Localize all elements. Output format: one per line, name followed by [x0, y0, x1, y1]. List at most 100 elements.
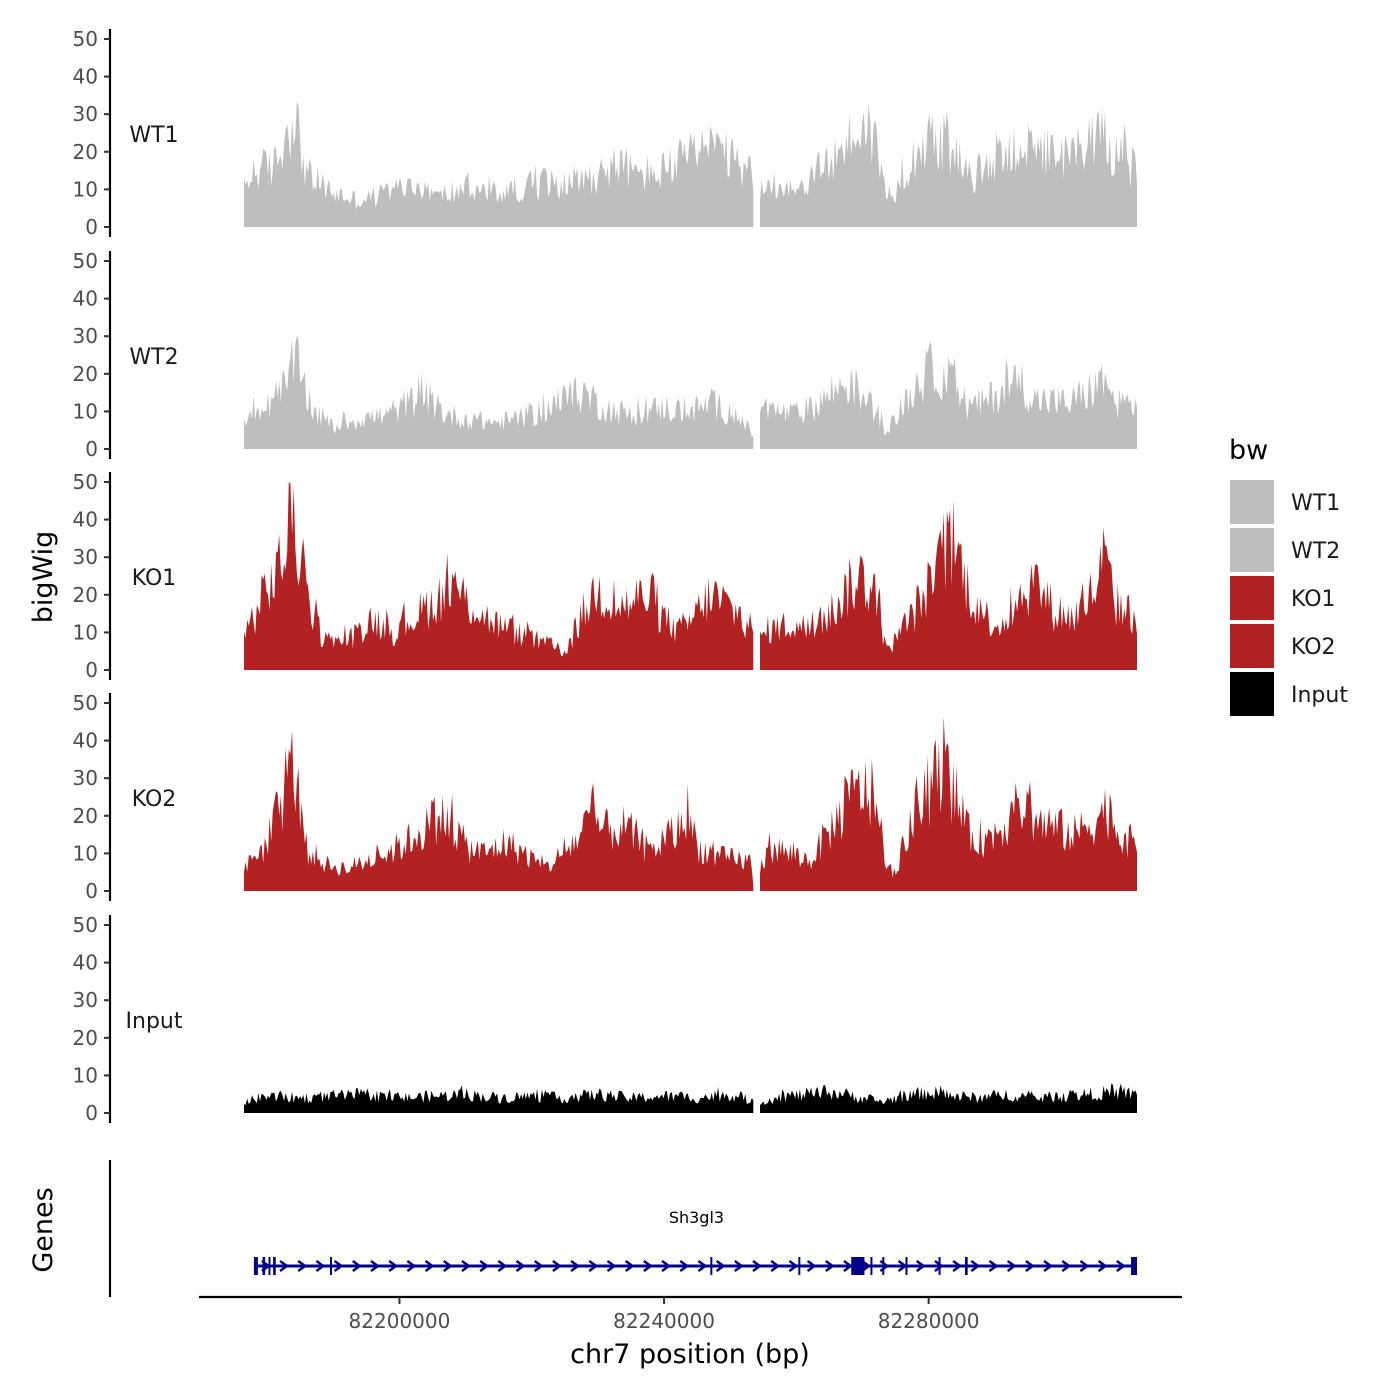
y-tick-label: 0	[85, 437, 98, 461]
strand-arrow	[479, 1260, 490, 1272]
strand-arrow	[606, 1260, 617, 1272]
x-tick-label: 82200000	[349, 1309, 451, 1333]
gene-exon	[882, 1257, 885, 1275]
coverage-area-input	[244, 1085, 754, 1113]
gene-exon	[798, 1257, 801, 1275]
y-tick-label: 0	[85, 215, 98, 239]
x-tick-label: 82240000	[613, 1309, 715, 1333]
strand-arrow	[570, 1260, 581, 1272]
legend-item-ko1: KO1	[1230, 576, 1336, 620]
y-tick-label: 20	[73, 1026, 98, 1050]
legend-item-ko2: KO2	[1230, 624, 1336, 668]
gene-exon	[710, 1257, 713, 1275]
legend-label: WT1	[1291, 491, 1340, 516]
track-input: 0 10 20 30 40 50 Input	[73, 913, 1137, 1125]
legend-label: KO2	[1291, 635, 1336, 660]
track-label: WT2	[129, 345, 178, 370]
track-ko2: 0 10 20 30 40 50 KO2	[73, 691, 1137, 903]
gene-track: Sh3gl3	[108, 1160, 1137, 1297]
legend-label: Input	[1291, 683, 1348, 708]
strand-arrow	[461, 1260, 471, 1272]
strand-arrow	[1025, 1260, 1035, 1272]
coverage-area-wt1	[760, 102, 1137, 227]
y-tick-label: 50	[73, 249, 98, 273]
y-tick-label: 20	[73, 583, 98, 607]
y-tick-label: 20	[73, 140, 98, 164]
strand-arrow	[443, 1260, 453, 1272]
track-label: KO2	[132, 787, 177, 812]
strand-arrow	[843, 1260, 853, 1272]
legend-title: bw	[1229, 435, 1268, 466]
legend-swatch	[1230, 624, 1274, 668]
x-tick-label: 82280000	[878, 1309, 980, 1333]
legend-item-wt2: WT2	[1230, 528, 1340, 572]
strand-arrow	[297, 1260, 308, 1272]
y-tick-label: 0	[85, 879, 98, 903]
coverage-area-ko2	[760, 716, 1137, 891]
coverage-area-wt2	[760, 342, 1137, 449]
strand-arrow	[588, 1260, 599, 1272]
y-tick-label: 30	[73, 102, 98, 126]
y-tick-label: 10	[73, 620, 98, 644]
strand-arrow	[333, 1260, 344, 1272]
track-label: KO1	[132, 566, 177, 591]
strand-arrow	[952, 1260, 963, 1272]
strand-arrow	[643, 1260, 653, 1272]
strand-arrow	[988, 1260, 999, 1272]
strand-arrow	[770, 1260, 781, 1272]
coverage-area-input	[760, 1083, 1137, 1113]
x-axis-title: chr7 position (bp)	[570, 1339, 810, 1370]
strand-arrow	[1079, 1260, 1090, 1272]
track-wt2: 0 10 20 30 40 50 WT2	[73, 249, 1137, 461]
gene-exon	[1131, 1257, 1137, 1275]
y-tick-label: 0	[85, 1101, 98, 1125]
strand-arrow	[352, 1260, 362, 1272]
y-tick-label: 30	[73, 324, 98, 348]
coverage-area-ko1	[244, 482, 754, 670]
strand-arrow	[697, 1260, 708, 1272]
legend-swatch	[1230, 480, 1274, 524]
legend: bw WT1 WT2 KO1 KO2 Input	[1229, 435, 1348, 716]
strand-arrow	[715, 1260, 726, 1272]
y-tick-label: 30	[73, 545, 98, 569]
strand-arrow	[1097, 1260, 1108, 1272]
strand-arrow	[624, 1260, 635, 1272]
legend-swatch	[1230, 528, 1274, 572]
coverage-area-ko1	[760, 499, 1137, 670]
strand-arrow	[370, 1260, 381, 1272]
y-tick-label: 50	[73, 470, 98, 494]
y-tick-label: 40	[73, 729, 98, 753]
strand-arrow	[788, 1260, 799, 1272]
strand-arrow	[806, 1260, 817, 1272]
strand-arrow	[970, 1260, 981, 1272]
strand-arrow	[1061, 1260, 1072, 1272]
gene-exon	[329, 1257, 332, 1275]
strand-arrow	[1006, 1260, 1017, 1272]
gene-exon	[253, 1257, 258, 1275]
strand-arrow	[752, 1260, 763, 1272]
coverage-area-ko2	[244, 730, 754, 891]
gene-track-title: Genes	[28, 1187, 59, 1272]
y-tick-label: 50	[73, 27, 98, 51]
strand-arrow	[734, 1260, 744, 1272]
coverage-area-wt2	[244, 335, 754, 449]
x-axis: 82200000 82240000 82280000	[199, 1295, 1182, 1333]
y-tick-label: 30	[73, 766, 98, 790]
strand-arrow	[934, 1260, 944, 1272]
strand-arrow	[533, 1260, 544, 1272]
signal-tracks: 0 10 20 30 40 50 WT1 0 10 20 30 40 50 WT2 0 10 20 30 40 50 K…	[73, 27, 1137, 1125]
coverage-area-wt1	[244, 101, 754, 227]
y-tick-label: 40	[73, 508, 98, 532]
legend-item-wt1: WT1	[1230, 480, 1340, 524]
strand-arrow	[406, 1260, 417, 1272]
y-tick-label: 10	[73, 1063, 98, 1087]
track-label: Input	[126, 1009, 183, 1034]
strand-arrow	[515, 1260, 526, 1272]
y-tick-label: 10	[73, 841, 98, 865]
legend-swatch	[1230, 672, 1274, 716]
gene-exon	[262, 1257, 266, 1275]
legend-label: WT2	[1291, 539, 1340, 564]
strand-arrow	[315, 1260, 326, 1272]
strand-arrow	[915, 1260, 926, 1272]
